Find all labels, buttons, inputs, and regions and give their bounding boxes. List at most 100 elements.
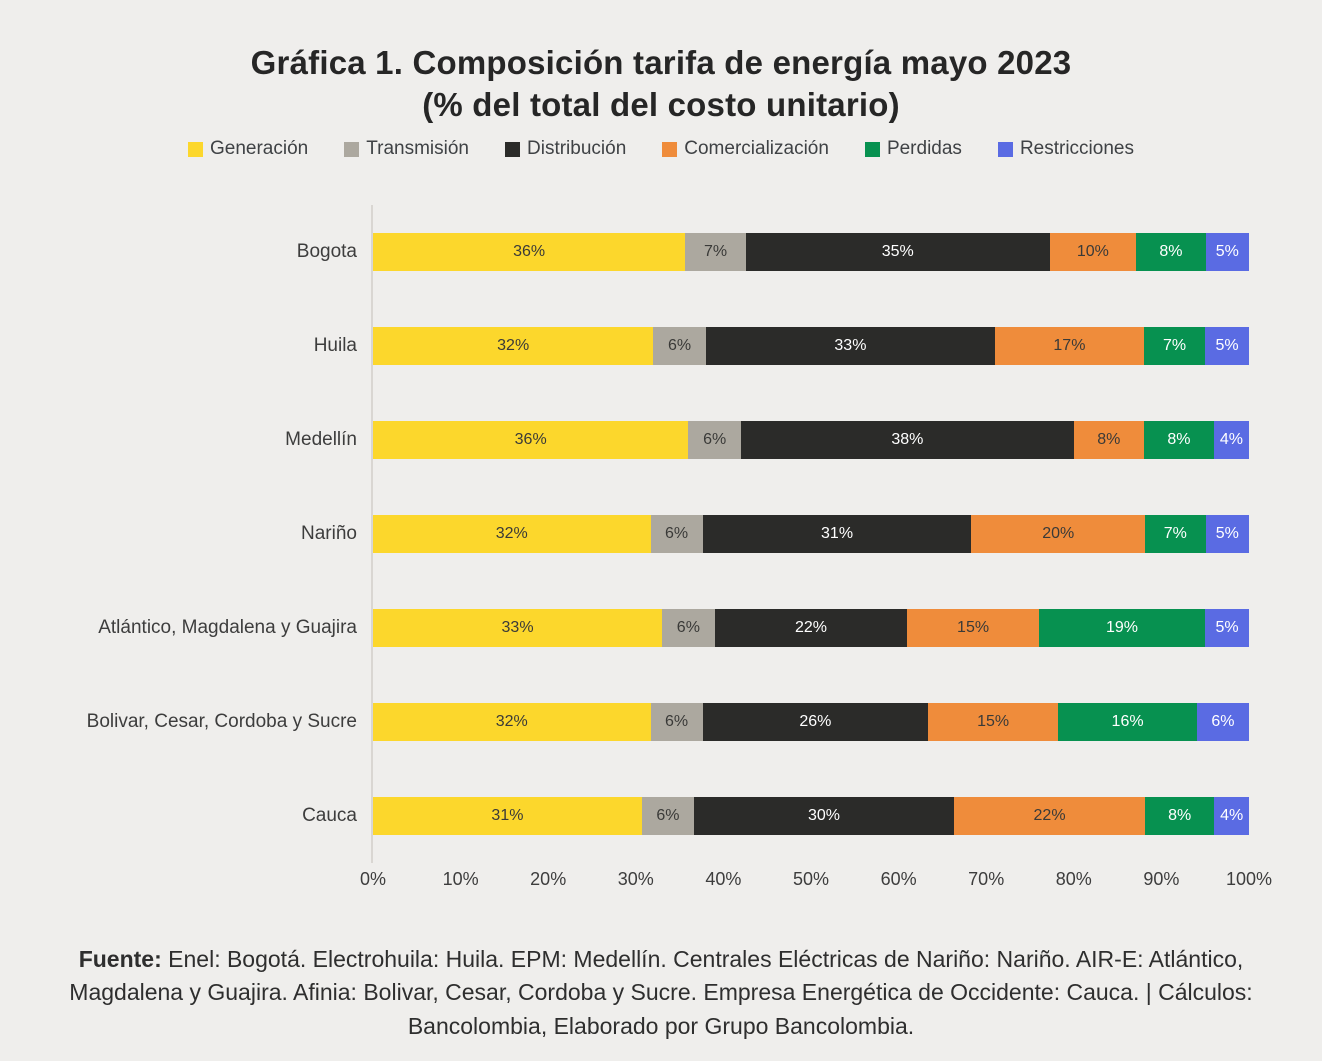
segment-bogota-distribucion: 35% [745,233,1050,271]
bar-row-atlantico-magdalena-y-guajira: Atlántico, Magdalena y Guajira 33% 6% 22% 15… [98,581,1249,675]
segment-huila-transmision: 6% [653,327,706,365]
stacked-bar-narino: 32% 6% 31% 20% 7% 5% [373,515,1250,553]
legend-label-transmision: Transmisión [366,138,469,160]
x-axis: 0% 10% 20% 30% 40% 50% 60% 70% 80% 90% 100% [360,869,1272,895]
legend-swatch-comercializacion [662,141,678,157]
chart-title: Gráfica 1. Composición tarifa de energía… [0,0,1322,126]
legend-label-comercializacion: Comercialización [684,138,829,160]
legend-label-restricciones: Restricciones [1019,138,1134,160]
legend-item-restricciones: Restricciones [997,138,1134,160]
legend: Generación Transmisión Distribución Comerci… [0,138,1322,160]
legend-item-distribucion: Distribución [505,138,626,160]
source-note: Fuente: Enel: Bogotá. Electrohuila: Huil… [0,943,1322,1043]
segment-narino-generacion: 32% [373,515,651,553]
segment-atlantico-magdalena-y-guajira-distribucion: 22% [714,609,908,647]
category-label-bogota: Bogota [296,241,357,262]
legend-item-comercializacion: Comercialización [662,138,829,160]
segment-narino-distribucion: 31% [702,515,972,553]
x-tick-90pct: 90% [1143,869,1180,889]
legend-swatch-transmision [344,141,360,157]
segment-narino-transmision: 6% [650,515,703,553]
legend-label-generacion: Generación [210,138,309,160]
x-tick-100pct: 100% [1225,869,1273,889]
segment-atlantico-magdalena-y-guajira-transmision: 6% [662,609,715,647]
bar-row-narino: Nariño 32% 6% 31% 20% 7% 5% [301,487,1250,581]
segment-huila-perdidas: 7% [1143,327,1206,365]
category-label-cauca: Cauca [302,805,357,826]
segment-bolivar-cesar-cordoba-y-sucre-restricciones: 6% [1196,703,1249,741]
stacked-bar-bogota: 36% 7% 35% 10% 8% 5% [373,233,1249,271]
segment-bolivar-cesar-cordoba-y-sucre-perdidas: 16% [1058,703,1197,741]
segment-narino-restricciones: 5% [1205,515,1250,553]
segment-atlantico-magdalena-y-guajira-generacion: 33% [373,609,663,647]
segment-bogota-restricciones: 5% [1205,233,1249,271]
legend-swatch-perdidas [864,141,880,157]
legend-item-perdidas: Perdidas [864,138,962,160]
stacked-bar-cauca: 31% 6% 30% 22% 8% 4% [373,797,1250,835]
segment-narino-comercializacion: 20% [971,515,1145,553]
segment-medellin-transmision: 6% [688,421,741,459]
category-label-medellin: Medellín [285,429,357,450]
segment-bogota-perdidas: 8% [1136,233,1206,271]
stacked-bar-huila: 32% 6% 33% 17% 7% 5% [373,327,1249,365]
segment-huila-distribucion: 33% [705,327,995,365]
segment-bolivar-cesar-cordoba-y-sucre-generacion: 32% [373,703,651,741]
chart-title-line1: Gráfica 1. Composición tarifa de energía… [250,44,1072,81]
category-label-narino: Nariño [301,523,357,544]
stacked-bar-atlantico-magdalena-y-guajira: 33% 6% 22% 15% 19% 5% [373,609,1249,647]
bar-row-medellin: Medellín 36% 6% 38% 8% 8% 4% [285,393,1249,487]
segment-cauca-generacion: 31% [373,797,642,835]
segment-atlantico-magdalena-y-guajira-comercializacion: 15% [907,609,1039,647]
x-tick-50pct: 50% [792,869,830,889]
x-tick-30pct: 30% [617,869,654,889]
segment-cauca-perdidas: 8% [1144,797,1215,835]
source-label: Fuente: [78,946,162,972]
segment-bogota-transmision: 7% [685,233,746,271]
x-tick-20pct: 20% [530,869,567,889]
legend-swatch-restricciones [997,141,1013,157]
segment-atlantico-magdalena-y-guajira-restricciones: 5% [1205,609,1249,647]
x-tick-0pct: 0% [359,869,387,889]
x-tick-70pct: 70% [968,869,1005,889]
segment-medellin-distribucion: 38% [740,421,1074,459]
bar-row-cauca: Cauca 31% 6% 30% 22% 8% 4% [302,769,1250,863]
segment-medellin-perdidas: 8% [1143,421,1214,459]
segment-bogota-comercializacion: 10% [1049,233,1137,271]
category-label-atlantico-magdalena-y-guajira: Atlántico, Magdalena y Guajira [98,617,357,638]
plot-area: Bogota 36% 7% 35% 10% 8% 5% Huila 32% 6% 33% 17% 7% 5… [87,205,1272,889]
segment-cauca-comercializacion: 22% [954,797,1145,835]
segment-huila-comercializacion: 17% [994,327,1144,365]
category-label-huila: Huila [313,335,357,356]
legend-swatch-distribucion [505,141,520,157]
source-body: Enel: Bogotá. Electrohuila: Huila. EPM: … [69,946,1253,1039]
legend-label-perdidas: Perdidas [886,138,962,160]
segment-cauca-transmision: 6% [641,797,694,835]
segment-bolivar-cesar-cordoba-y-sucre-comercializacion: 15% [928,703,1059,741]
x-tick-80pct: 80% [1055,869,1092,889]
segment-huila-generacion: 32% [373,327,654,365]
x-tick-10pct: 10% [442,869,479,889]
x-tick-40pct: 40% [705,869,742,889]
legend-item-transmision: Transmisión [344,138,469,160]
segment-cauca-restricciones: 4% [1214,797,1250,835]
category-label-bolivar-cesar-cordoba-y-sucre: Bolivar, Cesar, Cordoba y Sucre [86,711,357,732]
chart-title-line2: (% del total del costo unitario) [422,86,900,124]
segment-huila-restricciones: 5% [1205,327,1249,365]
segment-narino-perdidas: 7% [1144,515,1206,553]
segment-bogota-generacion: 36% [373,233,686,271]
segment-bolivar-cesar-cordoba-y-sucre-transmision: 6% [650,703,703,741]
x-tick-60pct: 60% [880,869,917,889]
bar-row-bogota: Bogota 36% 7% 35% 10% 8% 5% [297,205,1249,299]
stacked-bar-bolivar-cesar-cordoba-y-sucre: 32% 6% 26% 15% 16% 6% [373,703,1249,741]
stacked-bar-medellin: 36% 6% 38% 8% 8% 4% [373,421,1249,459]
segment-bolivar-cesar-cordoba-y-sucre-distribucion: 26% [702,703,929,741]
bar-row-bolivar-cesar-cordoba-y-sucre: Bolivar, Cesar, Cordoba y Sucre 32% 6% 26% 1… [87,675,1249,769]
bar-row-huila: Huila 32% 6% 33% 17% 7% 5% [314,299,1249,393]
source-note-text: Fuente: Enel: Bogotá. Electrohuila: Huil… [49,943,1274,1043]
legend-label-distribucion: Distribución [527,138,627,160]
segment-medellin-generacion: 36% [373,421,689,459]
legend-swatch-generacion [188,141,203,157]
segment-medellin-comercializacion: 8% [1073,421,1144,459]
legend-item-generacion: Generación [188,138,308,160]
segment-atlantico-magdalena-y-guajira-perdidas: 19% [1038,609,1206,647]
